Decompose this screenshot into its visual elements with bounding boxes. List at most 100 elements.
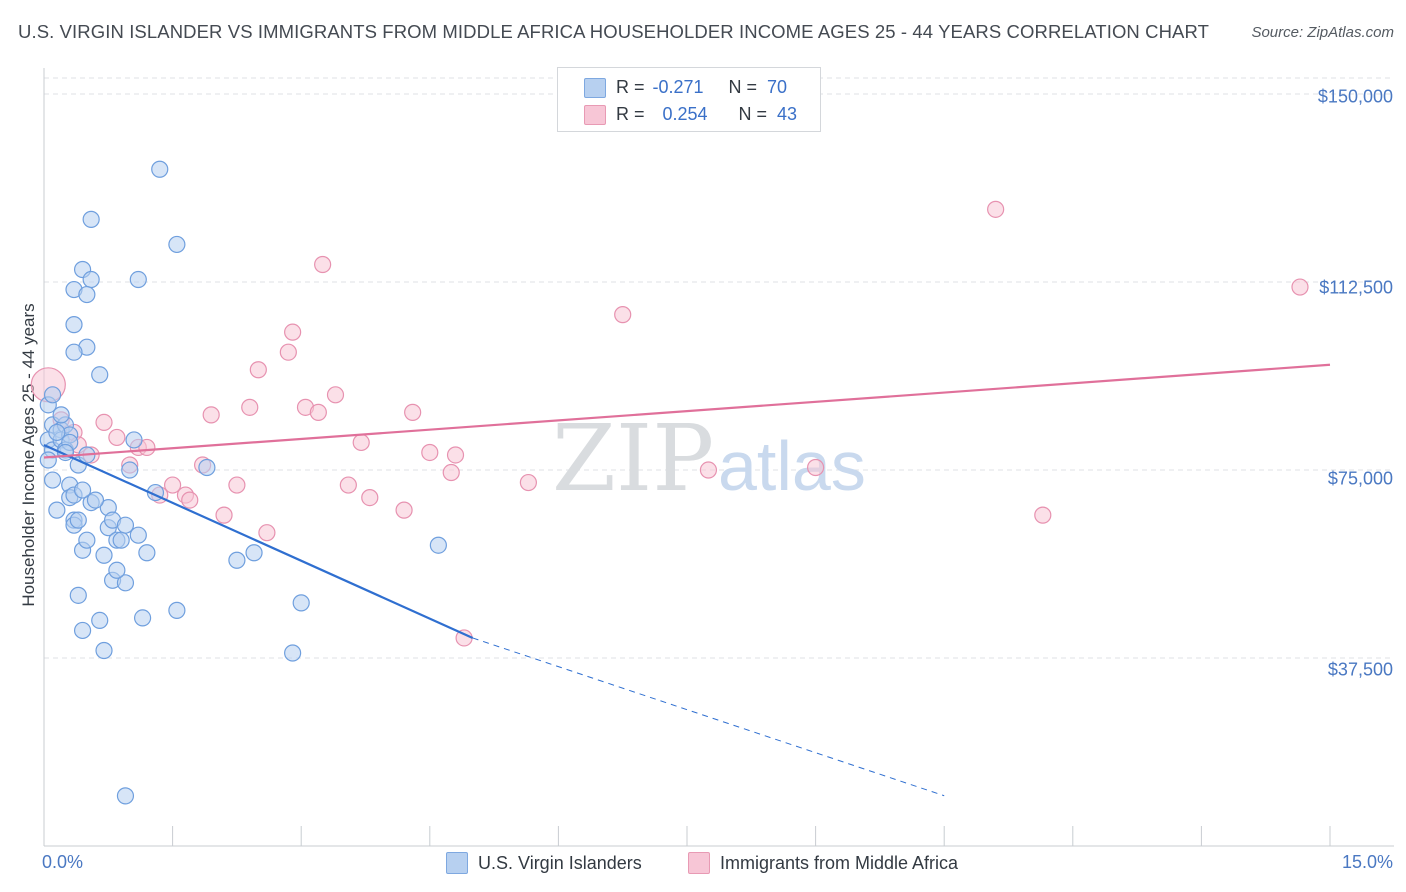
pink-point (258, 524, 276, 542)
bottom-legend-swatch-blue (446, 852, 468, 874)
blue-point (69, 586, 87, 604)
pink-point (699, 461, 718, 479)
blue-point (228, 551, 246, 569)
chart-title: U.S. VIRGIN ISLANDER VS IMMIGRANTS FROM … (18, 21, 1210, 42)
bottom-legend-label-pink: Immigrants from Middle Africa (720, 852, 959, 873)
blue-point (116, 574, 135, 592)
blue-point (129, 526, 147, 544)
watermark-zip: ZIP (552, 405, 714, 512)
legend-r-label: R = (616, 77, 645, 97)
blue-point (78, 285, 96, 304)
legend-row-pink: R = 0.254 N = 43 (584, 104, 797, 125)
pink-point (361, 488, 379, 507)
blue-point (112, 531, 130, 549)
pink-point (1291, 278, 1309, 296)
legend-row-blue: R = -0.271 N = 70 (584, 77, 787, 98)
bottom-legend-blue: U.S. Virgin Islanders (446, 852, 642, 874)
blue-point (43, 386, 62, 404)
blue-point (108, 561, 126, 579)
blue-point (121, 461, 139, 479)
pink-point (138, 438, 156, 457)
pink-point (314, 255, 332, 274)
pink-point (108, 428, 126, 447)
legend-r-label: R = (616, 104, 645, 124)
pink-trend-line (43, 363, 1331, 459)
blue-point (245, 544, 263, 562)
grid-lines (44, 77, 1394, 659)
bottom-legend-pink: Immigrants from Middle Africa (688, 852, 958, 874)
blue-point (116, 516, 135, 534)
pink-point (326, 386, 345, 404)
pink-point (215, 506, 233, 524)
pink-point (806, 458, 825, 477)
blue-point (82, 210, 100, 228)
blue-point (116, 787, 135, 805)
pink-point (352, 433, 370, 452)
legend-swatch-blue (584, 77, 606, 98)
blue-point (284, 644, 302, 662)
pink-point (228, 476, 246, 494)
bottom-legend-label-blue: U.S. Virgin Islanders (478, 852, 642, 873)
pink-point (404, 403, 422, 421)
legend-r-value: 0.254 (662, 104, 708, 124)
x-tick-max: 15.0% (1341, 852, 1393, 872)
legend-n-value: 43 (777, 104, 798, 124)
blue-point (69, 511, 87, 529)
pink-point (284, 323, 302, 341)
blue-point (78, 531, 96, 549)
blue-point (39, 451, 57, 469)
blue-point (168, 601, 186, 619)
blue-point (138, 544, 156, 562)
pink-point (614, 306, 632, 324)
legend-n-value: 70 (767, 77, 788, 97)
x-tick-min: 0.0% (42, 852, 84, 872)
blue-point (91, 611, 109, 630)
blue-point (168, 235, 186, 254)
blue-point (429, 536, 447, 554)
pink-point (241, 398, 259, 416)
pink-point (164, 476, 182, 494)
blue-series-points (39, 160, 447, 805)
pink-point (309, 403, 327, 421)
pink-point (446, 446, 465, 464)
pink-point (395, 501, 413, 519)
blue-point (133, 609, 152, 627)
blue-point (95, 546, 113, 564)
legend-n-label: N = (728, 77, 758, 97)
y-tick-37500: $37,500 (1327, 659, 1393, 680)
blue-point (73, 621, 92, 640)
blue-point (82, 270, 100, 289)
blue-point (73, 481, 92, 499)
pink-point (442, 463, 460, 482)
blue-point (52, 406, 70, 424)
pink-point (421, 443, 439, 462)
blue-trend-extension (472, 637, 945, 797)
pink-point (519, 473, 537, 492)
blue-point (129, 270, 147, 289)
pink-point (279, 343, 297, 361)
blue-point (65, 343, 83, 361)
bottom-legend-swatch-pink (688, 852, 710, 874)
legend-r-value: -0.271 (652, 77, 704, 97)
pink-point (1034, 506, 1052, 524)
blue-point (292, 594, 310, 612)
blue-point (43, 471, 62, 489)
pink-point (95, 413, 113, 431)
y-tick-150000: $150,000 (1317, 86, 1393, 107)
pink-point (339, 476, 357, 494)
watermark-atlas: atlas (718, 427, 866, 505)
legend-n-label: N = (738, 104, 768, 124)
legend-swatch-pink (584, 104, 606, 125)
pink-point (202, 406, 220, 424)
blue-point (86, 491, 105, 509)
blue-point (151, 160, 169, 178)
source-label: Source: ZipAtlas.com (1251, 24, 1394, 41)
pink-point (249, 361, 267, 379)
trend-lines (43, 363, 1331, 797)
blue-point (95, 641, 113, 660)
y-tick-112500: $112,500 (1319, 277, 1393, 298)
blue-point (65, 316, 83, 334)
blue-trend-line (43, 443, 474, 639)
blue-point (48, 423, 66, 442)
